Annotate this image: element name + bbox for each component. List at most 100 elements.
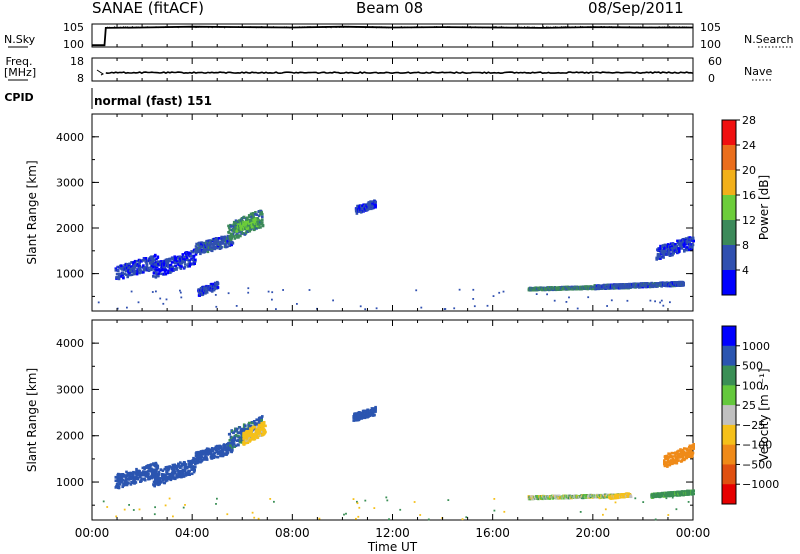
power-cell <box>174 258 178 261</box>
power-scatter-cell <box>660 299 663 302</box>
velocity-scatter-cell <box>385 496 388 499</box>
velocity-cell <box>213 451 217 455</box>
power-cell <box>227 226 231 229</box>
freq-series <box>105 71 693 75</box>
velocity-scatter-cell <box>168 497 171 500</box>
velocity-cell <box>247 421 251 425</box>
velocity-cell <box>244 437 247 440</box>
velocity-cell <box>161 469 165 472</box>
velocity-cell <box>168 465 171 468</box>
velocity-scatter-cell <box>465 516 468 519</box>
velocity-scatter-cell <box>269 498 272 500</box>
power-cell <box>144 260 148 264</box>
power-scatter-cell <box>151 291 154 293</box>
power-cell <box>230 232 233 236</box>
power-cell <box>129 268 133 272</box>
velocity-cell <box>164 475 168 478</box>
xtick-label: 04:00 <box>175 526 210 540</box>
power-cell <box>219 242 222 246</box>
power-cell <box>232 223 235 227</box>
power-cell <box>126 275 129 279</box>
power-cell <box>688 236 692 239</box>
data-layer <box>92 25 740 521</box>
velocity-colorbar-swatch <box>722 444 736 465</box>
velocity-scatter-cell <box>667 514 670 516</box>
velocity-cell <box>214 448 218 451</box>
power-cell <box>257 214 261 217</box>
power-scatter-cell <box>546 293 548 296</box>
power-cell <box>162 262 166 265</box>
velocity-cell <box>200 458 204 461</box>
power-cell <box>135 260 139 263</box>
velocity-cell <box>249 425 253 428</box>
power-cell <box>180 261 184 265</box>
power-scatter-cell <box>606 305 608 307</box>
velocity-cell <box>216 444 219 448</box>
velocity-scatter-cell <box>675 508 678 511</box>
velocity-scatter-cell <box>413 501 416 503</box>
velocity-scatter-cell <box>364 499 367 502</box>
power-cell <box>216 282 220 285</box>
velocity-cell <box>677 459 680 462</box>
velocity-cell <box>184 474 188 477</box>
velocity-cell <box>256 429 259 432</box>
power-cell <box>195 242 198 246</box>
velocity-cell <box>139 471 142 475</box>
velocity-cell <box>192 456 195 460</box>
velocity-cell <box>256 418 259 422</box>
velocity-cell <box>164 466 168 469</box>
velocity-colorbar-label: 100 <box>742 379 763 392</box>
power-panel-frame <box>91 113 694 312</box>
power-cell <box>179 257 182 261</box>
velocity-cell <box>257 430 261 434</box>
nsearch-tick-top: 105 <box>700 21 721 34</box>
power-cell <box>214 240 217 244</box>
velocity-cell <box>199 450 203 453</box>
velocity-cell <box>220 446 223 450</box>
power-cell <box>229 238 233 241</box>
velocity-cell <box>153 480 156 484</box>
power-scatter-cell <box>415 289 418 292</box>
velocity-cell <box>205 456 208 459</box>
velocity-cell <box>254 432 257 435</box>
power-cell <box>187 258 191 262</box>
power-cell <box>233 222 237 225</box>
velocity-cell <box>172 477 175 480</box>
velocity-scatter-cell <box>128 504 130 506</box>
velocity-scatter-cell <box>182 506 185 509</box>
velocity-cell <box>188 473 191 476</box>
power-cell <box>671 242 675 246</box>
power-colorbar-swatch <box>722 120 736 146</box>
power-cell <box>124 269 128 273</box>
velocity-cell <box>686 448 689 451</box>
velocity-scatter-cell <box>503 510 506 513</box>
velocity-cell <box>663 464 667 468</box>
power-cell <box>234 219 238 222</box>
power-cell <box>117 277 121 281</box>
velocity-cell <box>239 431 243 435</box>
velocity-cell <box>196 461 200 464</box>
power-cell <box>661 248 664 252</box>
velocity-cell <box>368 414 372 417</box>
power-ytick-label: 4000 <box>56 131 84 144</box>
velocity-cell <box>670 451 674 455</box>
power-cell <box>236 233 239 236</box>
power-scatter-cell <box>654 300 656 303</box>
power-cell <box>670 244 674 248</box>
velocity-colorbar <box>721 325 740 505</box>
power-cell <box>620 285 623 289</box>
power-cell <box>255 227 258 230</box>
power-scatter-cell <box>420 306 423 309</box>
velocity-cell <box>126 473 129 477</box>
velocity-ylabel: Slant Range [km] <box>25 368 39 472</box>
power-cell <box>662 281 665 285</box>
velocity-cell <box>135 469 139 473</box>
velocity-cell <box>115 484 118 488</box>
power-cell <box>256 223 260 226</box>
velocity-cell <box>155 469 158 472</box>
velocity-cell <box>125 483 129 487</box>
velocity-cell <box>210 453 214 456</box>
power-cell <box>134 269 138 273</box>
power-cell <box>138 271 141 275</box>
power-cell <box>240 218 243 222</box>
